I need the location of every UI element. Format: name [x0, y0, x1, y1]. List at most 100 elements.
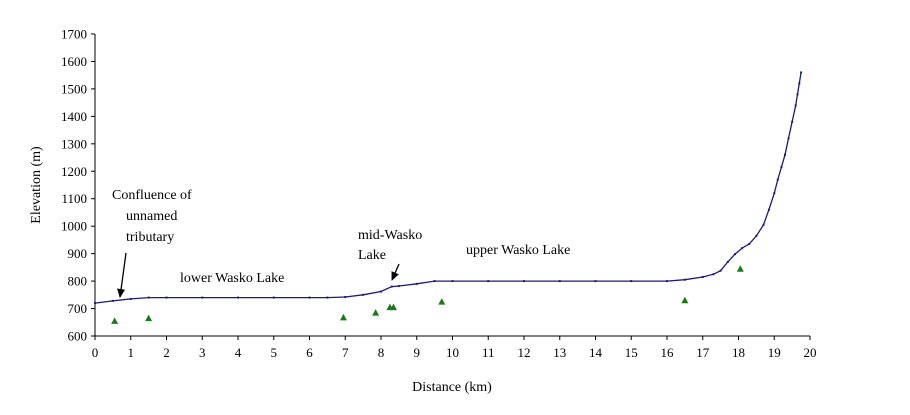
elevation-point [798, 82, 801, 85]
y-tick-label: 1400 [61, 109, 87, 124]
elevation-point [796, 93, 799, 96]
elevation-point [415, 282, 418, 285]
elevation-point [111, 299, 114, 302]
y-tick-label: 700 [68, 301, 88, 316]
elevation-point [594, 280, 597, 283]
x-tick-label: 14 [589, 345, 603, 360]
elevation-point [791, 120, 794, 123]
triangle-marker [390, 303, 398, 311]
elevation-point [741, 247, 744, 250]
elevation-point [165, 296, 168, 299]
elevation-point [780, 166, 783, 169]
elevation-point [487, 280, 490, 283]
y-tick-label: 900 [68, 246, 88, 261]
elevation-point [733, 253, 736, 256]
x-tick-label: 8 [378, 345, 385, 360]
elevation-line [94, 72, 802, 304]
y-tick-label: 1300 [61, 136, 87, 151]
elevation-point [726, 260, 729, 263]
elevation-point [719, 269, 722, 272]
triangle-marker [372, 309, 380, 316]
y-tick-label: 1600 [61, 54, 87, 69]
elevation-point [762, 223, 765, 226]
elevation-point [712, 273, 715, 276]
y-tick-label: 1200 [61, 164, 87, 179]
elevation-point [308, 296, 311, 299]
x-tick-label: 0 [92, 345, 99, 360]
x-tick-label: 13 [553, 345, 566, 360]
triangle-marker [438, 298, 446, 305]
elevation-point [773, 192, 776, 195]
triangle-marker [111, 317, 119, 324]
elevation-point [666, 280, 668, 283]
annotation-mid-wasko-arrow [391, 263, 400, 281]
annotations: Confluence of unnamed tributary lower Wa… [112, 188, 570, 298]
elevation-point [433, 280, 436, 283]
elevation-point [748, 243, 751, 246]
x-tick-label: 9 [414, 345, 421, 360]
elevation-point [794, 104, 797, 107]
annotation-mid-wasko-line-1: mid-Wasko [358, 228, 422, 243]
elevation-point [397, 285, 400, 288]
elevation-point [783, 153, 786, 156]
x-tick-label: 6 [306, 345, 313, 360]
annotation-mid-wasko-line-2: Lake [358, 248, 386, 263]
y-tick-label: 1000 [61, 219, 87, 234]
elevation-point [451, 280, 454, 283]
x-tick-label: 16 [661, 345, 675, 360]
annotation-confluence-line-3: tributary [126, 230, 174, 245]
elevation-point [326, 296, 329, 299]
elevation-point [344, 296, 347, 299]
triangle-marker [736, 265, 744, 272]
annotation-confluence-line-2: unnamed [126, 209, 177, 224]
elevation-point [94, 302, 96, 305]
elevation-point [380, 290, 382, 293]
y-axis-title: Elevation (m) [29, 146, 44, 224]
elevation-point [390, 285, 393, 288]
elevation-point [787, 137, 790, 140]
x-ticks: 0 1 2 3 4 5 6 7 8 9 10 11 12 13 14 15 16 17 18 19 20 [92, 336, 817, 360]
x-tick-label: 18 [732, 345, 745, 360]
elevation-point [237, 296, 239, 299]
x-tick-label: 17 [696, 345, 710, 360]
triangle-marker [145, 314, 153, 322]
x-tick-label: 20 [804, 345, 817, 360]
x-tick-label: 3 [199, 345, 206, 360]
annotation-lower-wasko-lake: lower Wasko Lake [180, 271, 284, 286]
y-tick-label: 1700 [61, 27, 87, 42]
elevation-point [558, 280, 561, 283]
axes [94, 34, 810, 337]
elevation-point [523, 280, 525, 283]
triangle-marker-series [111, 265, 744, 324]
x-tick-label: 19 [768, 345, 781, 360]
x-tick-label: 10 [446, 345, 459, 360]
elevation-point [272, 296, 275, 299]
y-tick-label: 600 [68, 329, 88, 344]
y-ticks: 600 700 800 900 1000 1100 1200 1300 1400 1500 1600… [61, 27, 95, 344]
elevation-point [767, 208, 770, 211]
x-tick-label: 5 [271, 345, 278, 360]
y-tick-label: 1500 [61, 81, 87, 96]
x-tick-label: 1 [128, 345, 135, 360]
elevation-point [129, 297, 132, 300]
triangle-marker [681, 296, 689, 304]
y-tick-label: 1100 [61, 191, 87, 206]
triangle-marker [339, 313, 347, 321]
y-tick-label: 800 [68, 274, 88, 289]
elevation-point [362, 293, 365, 296]
elevation-point [201, 296, 204, 299]
x-tick-label: 2 [163, 345, 170, 360]
elevation-line-series [94, 71, 803, 305]
x-axis-title: Distance (km) [412, 380, 492, 395]
elevation-point [147, 296, 150, 299]
x-tick-label: 11 [482, 345, 495, 360]
annotation-upper-wasko-lake: upper Wasko Lake [466, 243, 570, 258]
x-tick-label: 12 [518, 345, 531, 360]
elevation-point [755, 234, 758, 237]
elevation-point [701, 275, 704, 278]
annotation-confluence-line-1: Confluence of [112, 188, 192, 203]
elevation-point [800, 71, 803, 74]
annotation-confluence-arrow [117, 252, 127, 298]
elevation-point [630, 280, 633, 283]
